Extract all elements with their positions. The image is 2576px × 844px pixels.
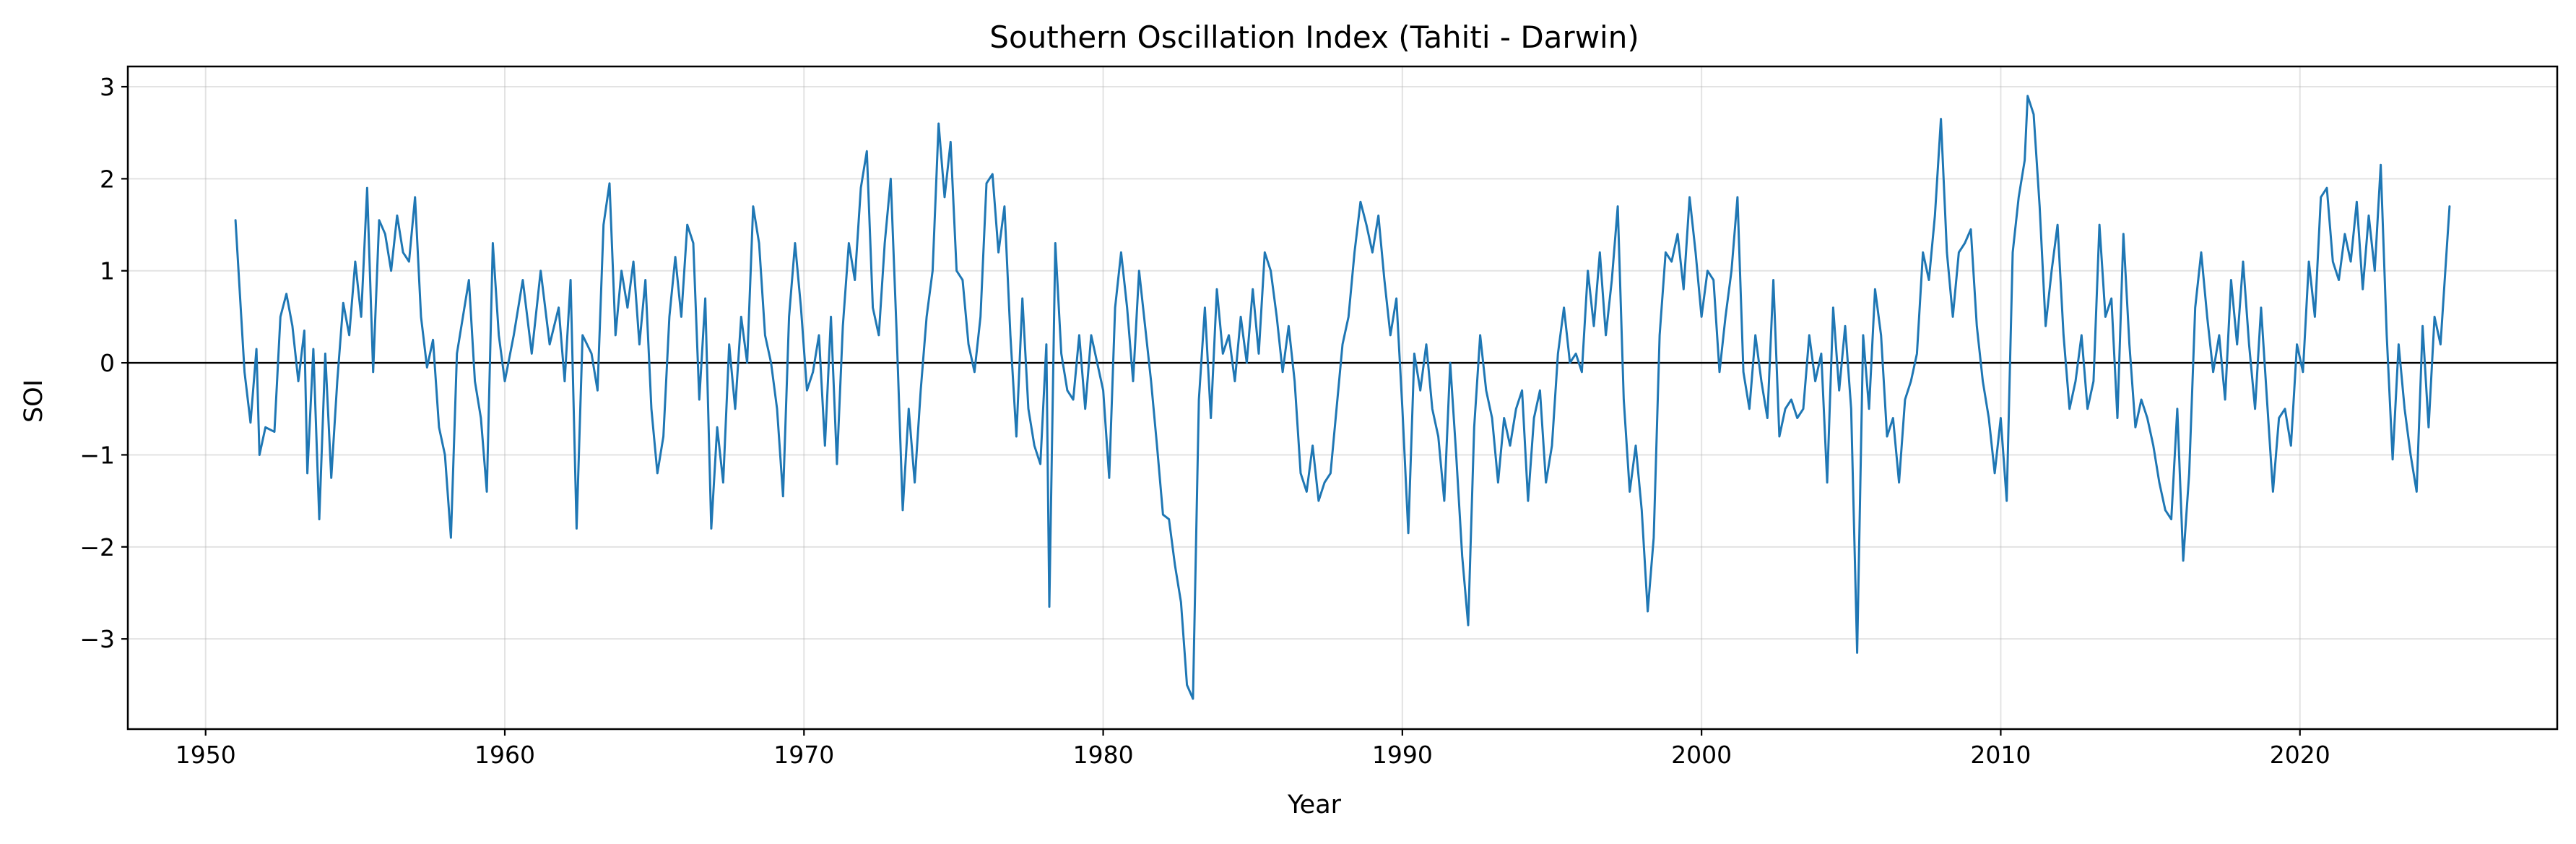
x-tick-label: 1950 xyxy=(175,741,236,769)
x-axis: 1950 1960 1970 1980 1990 2000 2010 2020 xyxy=(175,729,2330,769)
y-tick-label: 2 xyxy=(100,165,115,193)
soi-series-line xyxy=(234,95,2451,700)
y-axis: 3 2 1 0 −1 −2 −3 xyxy=(79,73,128,653)
x-tick-label: 1990 xyxy=(1372,741,1433,769)
plot-frame xyxy=(126,65,2559,731)
y-tick-label: −2 xyxy=(79,533,115,561)
x-tick-label: 2000 xyxy=(1671,741,1732,769)
y-axis-label: SOI xyxy=(19,379,48,423)
y-tick-label: −1 xyxy=(79,441,115,469)
y-tick-label: 3 xyxy=(100,73,115,101)
y-tick-label: 0 xyxy=(100,349,115,377)
y-tick-label: −3 xyxy=(79,625,115,653)
x-tick-label: 1980 xyxy=(1073,741,1134,769)
x-axis-label: Year xyxy=(1287,791,1342,819)
x-tick-label: 1970 xyxy=(773,741,834,769)
x-tick-label: 1960 xyxy=(474,741,535,769)
chart-title: Southern Oscillation Index (Tahiti - Dar… xyxy=(989,20,1639,55)
x-tick-label: 2020 xyxy=(2270,741,2330,769)
x-tick-label: 2010 xyxy=(1970,741,2031,769)
y-tick-label: 1 xyxy=(100,257,115,285)
